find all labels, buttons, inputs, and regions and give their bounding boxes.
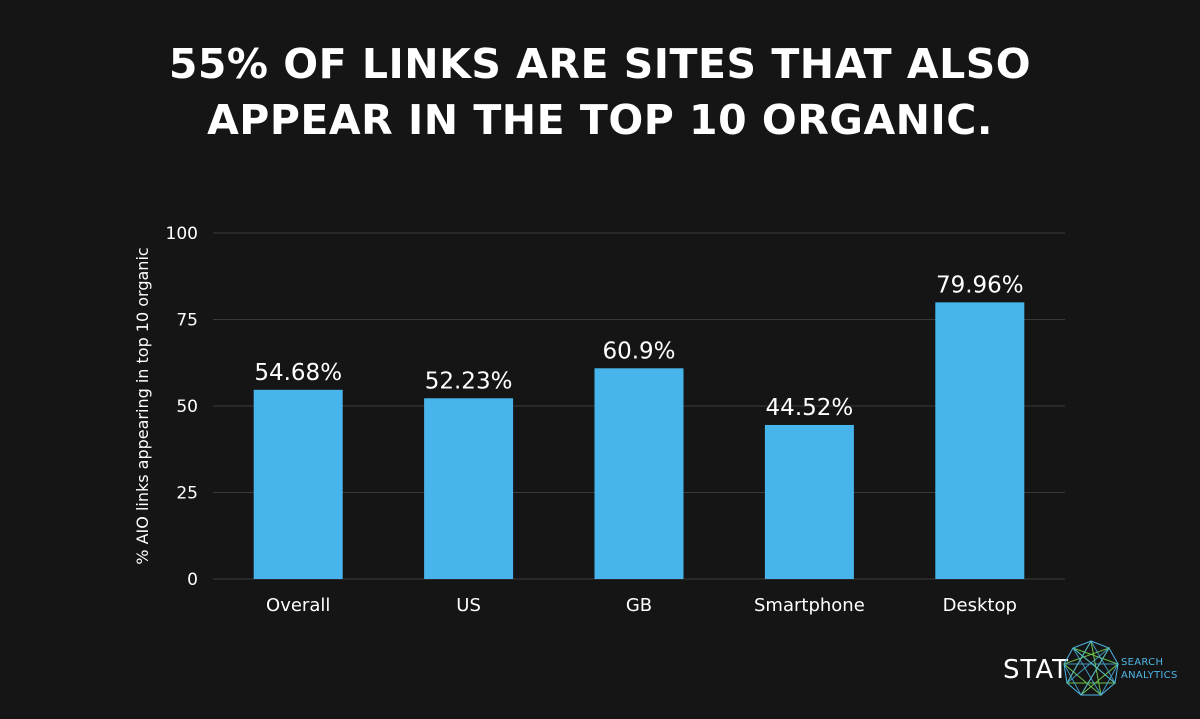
chart-title: 55% OF LINKS ARE SITES THAT ALSO APPEAR … — [0, 36, 1200, 148]
chart-title-line-2: APPEAR IN THE TOP 10 ORGANIC. — [207, 96, 993, 144]
logo-subtitle-line-1: SEARCH — [1121, 657, 1164, 668]
data-label-us: 52.23% — [425, 368, 513, 394]
category-label-gb: GB — [626, 595, 652, 616]
bar-overall — [253, 389, 343, 579]
x-axis-categories: Overall US GB Smartphone Desktop — [266, 595, 1017, 616]
y-axis-ticks: 0 25 50 75 100 — [166, 224, 198, 590]
category-label-desktop: Desktop — [943, 595, 1017, 616]
y-tick-label: 75 — [176, 311, 198, 331]
logo-subtitle: SEARCH ANALYTICS — [1121, 656, 1178, 682]
logo-polygon-icon — [1063, 639, 1119, 697]
chart-title-line-1: 55% OF LINKS ARE SITES THAT ALSO — [168, 40, 1032, 88]
category-label-smartphone: Smartphone — [754, 595, 865, 616]
data-label-desktop: 79.96% — [936, 272, 1024, 298]
bar-desktop — [935, 302, 1025, 579]
stat-logo: STAT SEARCH ANALYTICS — [1003, 638, 1193, 702]
y-axis-label: % AIO links appearing in top 10 organic — [133, 247, 152, 564]
data-label-smartphone: 44.52% — [766, 395, 854, 421]
data-label-gb: 60.9% — [602, 338, 675, 364]
y-tick-label: 50 — [176, 397, 198, 417]
bar-gb — [594, 368, 684, 579]
logo-subtitle-line-2: ANALYTICS — [1121, 670, 1178, 681]
y-tick-label: 0 — [187, 570, 198, 590]
bar-us — [424, 398, 514, 579]
logo-wordmark: STAT — [1003, 655, 1070, 685]
y-tick-label: 100 — [166, 224, 198, 244]
category-label-overall: Overall — [266, 595, 330, 616]
y-tick-label: 25 — [176, 484, 198, 504]
bars — [253, 302, 1025, 579]
data-label-overall: 54.68% — [254, 360, 342, 386]
bar-smartphone — [764, 424, 854, 579]
category-label-us: US — [456, 595, 481, 616]
data-labels: 54.68% 52.23% 60.9% 44.52% 79.96% — [254, 272, 1023, 421]
